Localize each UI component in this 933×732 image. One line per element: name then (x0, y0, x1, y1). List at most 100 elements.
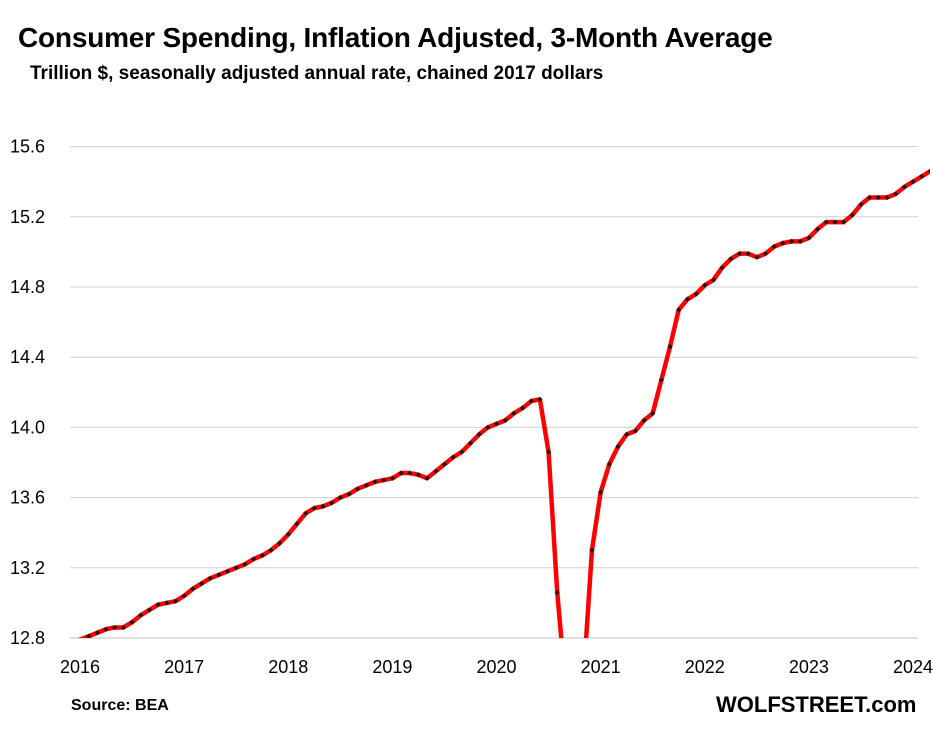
data-point (190, 586, 196, 592)
data-point (216, 572, 222, 578)
data-point (294, 521, 300, 527)
data-point (389, 475, 395, 481)
data-point (719, 265, 725, 271)
data-point (641, 417, 647, 423)
data-point (398, 470, 404, 476)
data-point (502, 417, 508, 423)
data-point (919, 173, 925, 180)
data-point (632, 428, 638, 434)
data-point (762, 251, 769, 257)
data-point (493, 421, 500, 427)
data-point (86, 633, 92, 638)
data-point (250, 556, 257, 562)
data-point (224, 568, 231, 574)
data-point (650, 410, 656, 416)
data-point (242, 561, 248, 567)
y-tick-label: 14.4 (10, 347, 45, 367)
data-point (450, 454, 456, 460)
data-point (736, 251, 743, 257)
data-point (155, 602, 161, 608)
brand-watermark: WOLFSTREET.com (716, 692, 917, 717)
data-point (875, 194, 881, 201)
data-point (814, 226, 821, 232)
data-point (207, 575, 213, 581)
data-point (363, 482, 369, 488)
source-note: Source: BEA (71, 697, 169, 714)
data-point (424, 475, 430, 481)
chart-title: Consumer Spending, Inflation Adjusted, 3… (18, 22, 773, 53)
data-point (476, 431, 482, 438)
data-point (415, 472, 422, 478)
x-tick-label: 2019 (372, 657, 412, 677)
data-point (545, 449, 552, 455)
data-point (79, 637, 81, 638)
data-point (94, 630, 100, 636)
data-point (285, 531, 291, 538)
data-point (485, 424, 491, 430)
data-point (433, 468, 439, 474)
data-point (129, 619, 135, 625)
data-point (337, 495, 343, 501)
x-tick-label: 2022 (685, 657, 725, 677)
x-tick-label: 2020 (476, 657, 516, 677)
data-point (554, 589, 560, 595)
data-point (303, 510, 309, 516)
data-point (138, 612, 144, 618)
data-point (797, 238, 803, 244)
data-point (259, 552, 265, 559)
data-point (693, 291, 699, 297)
series-line (78, 168, 930, 638)
gridlines (70, 146, 918, 639)
y-tick-label: 12.8 (10, 628, 45, 648)
data-point (268, 547, 274, 553)
data-point (381, 477, 387, 483)
data-point (745, 251, 751, 257)
data-point (172, 598, 179, 604)
data-point (146, 607, 153, 613)
data-point (276, 540, 283, 546)
data-point (754, 254, 760, 260)
x-axis: 2016 2017 2018 2019 2020 2021 2022 2023 2024 (60, 637, 933, 677)
data-point (884, 194, 890, 201)
data-point (511, 410, 517, 416)
data-point (832, 219, 838, 225)
data-point (441, 461, 448, 467)
data-point (120, 624, 126, 631)
data-point (407, 470, 413, 476)
data-point (840, 219, 847, 225)
data-point (823, 219, 829, 225)
data-point (788, 238, 795, 244)
x-tick-label: 2021 (581, 657, 621, 677)
data-point (684, 296, 690, 302)
data-point (563, 688, 568, 693)
y-tick-label: 15.6 (10, 137, 45, 157)
data-point (858, 201, 864, 208)
data-point (528, 398, 534, 404)
chart-subtitle: Trillion $, seasonally adjusted annual r… (30, 63, 604, 84)
data-point (467, 440, 474, 446)
plot-area (78, 168, 930, 693)
data-point (329, 500, 335, 506)
data-point (667, 344, 673, 350)
data-point (311, 505, 317, 511)
y-tick-label: 13.2 (10, 558, 45, 578)
data-point (598, 489, 604, 495)
data-point (112, 624, 118, 631)
y-tick-label: 14.8 (10, 277, 45, 297)
x-tick-label: 2024 (893, 657, 933, 677)
y-axis: 12.8 13.2 13.6 14.0 14.4 14.8 15.2 15.6 (10, 137, 45, 648)
x-tick-label: 2017 (164, 657, 204, 677)
data-point (606, 461, 612, 467)
data-point (589, 547, 595, 553)
data-point (910, 179, 916, 185)
data-point (519, 405, 526, 411)
data-point (728, 256, 734, 262)
data-point (901, 184, 907, 190)
data-point (624, 431, 630, 438)
data-point (867, 194, 873, 201)
data-point (927, 168, 930, 174)
y-tick-label: 13.6 (10, 488, 45, 508)
y-tick-label: 15.2 (10, 207, 45, 227)
x-tick-label: 2016 (60, 657, 100, 677)
data-point (806, 235, 812, 241)
